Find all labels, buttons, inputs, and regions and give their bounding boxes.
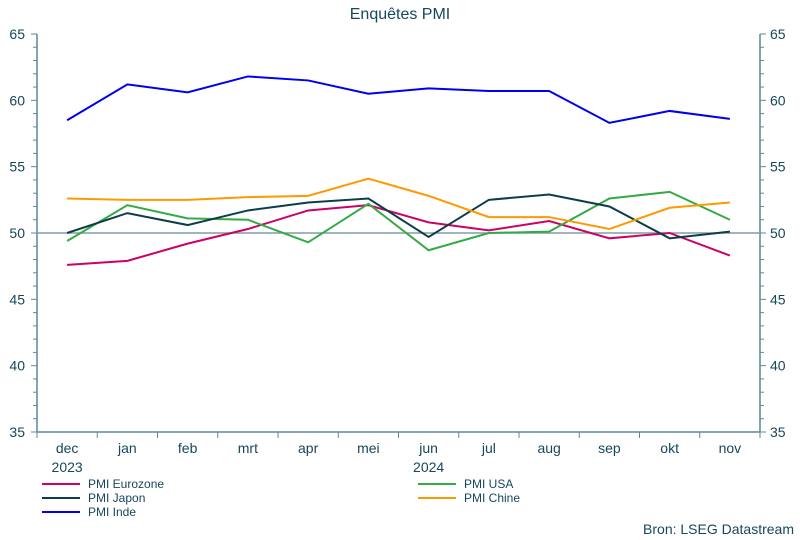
legend-item: PMI Eurozone	[42, 477, 164, 491]
x-tick-label: nov	[719, 440, 742, 456]
y-tick-label-right: 65	[770, 26, 786, 42]
legend-label: PMI Eurozone	[88, 477, 165, 491]
y-tick-label-left: 45	[9, 291, 25, 307]
legend-item: PMI Chine	[418, 491, 520, 505]
series-line-pmi-inde	[66, 75, 731, 124]
y-tick-label-left: 60	[9, 92, 25, 108]
x-tick-label: feb	[178, 440, 198, 456]
legend-item: PMI Japon	[42, 491, 145, 505]
legend-label: PMI Chine	[464, 491, 521, 505]
x-year-label: 2023	[52, 459, 83, 475]
x-tick-label: dec	[56, 440, 79, 456]
source-note: Bron: LSEG Datastream	[643, 521, 794, 537]
x-tick-label: apr	[298, 440, 319, 456]
y-tick-label-left: 65	[9, 26, 25, 42]
legend-swatch	[42, 511, 80, 513]
y-tick-label-left: 55	[9, 159, 25, 175]
y-tick-label-left: 50	[9, 225, 25, 241]
x-tick-label: jan	[117, 440, 137, 456]
x-tick-label: jun	[418, 440, 438, 456]
y-tick-label-right: 45	[770, 291, 786, 307]
x-tick-label: mrt	[238, 440, 258, 456]
y-tick-label-right: 55	[770, 159, 786, 175]
series-line-pmi-usa	[66, 190, 731, 252]
chart-svg: Enquêtes PMI 35 35 40 40 45 45 50 50 55 55 60 60 65 6…	[9, 6, 786, 475]
legend-label: PMI Japon	[88, 491, 146, 505]
legend-item: PMI Inde	[42, 505, 136, 519]
chart-title: Enquêtes PMI	[350, 6, 451, 23]
legend-swatch	[418, 483, 456, 485]
x-tick-label: okt	[660, 440, 679, 456]
legend-label: PMI USA	[464, 477, 514, 491]
legend-label: PMI Inde	[88, 505, 137, 519]
x-tick-label: sep	[598, 440, 621, 456]
x-year-label: 2024	[413, 459, 444, 475]
legend-swatch	[418, 497, 456, 499]
legend-swatch	[42, 497, 80, 499]
y-tick-label-left: 35	[9, 424, 25, 440]
y-tick-label-right: 35	[770, 424, 786, 440]
legend-item: PMI USA	[418, 477, 513, 491]
legend-swatch	[42, 483, 80, 485]
x-tick-label: jul	[481, 440, 496, 456]
x-tick-label: mei	[357, 440, 380, 456]
y-tick-label-right: 60	[770, 92, 786, 108]
series-line-pmi-eurozone	[67, 204, 731, 266]
y-tick-label-right: 40	[770, 358, 786, 374]
series-line-pmi-japon	[66, 193, 730, 240]
series-line-pmi-chine	[67, 177, 730, 231]
y-tick-label-left: 40	[9, 358, 25, 374]
x-tick-label: aug	[537, 440, 560, 456]
y-tick-label-right: 50	[770, 225, 786, 241]
